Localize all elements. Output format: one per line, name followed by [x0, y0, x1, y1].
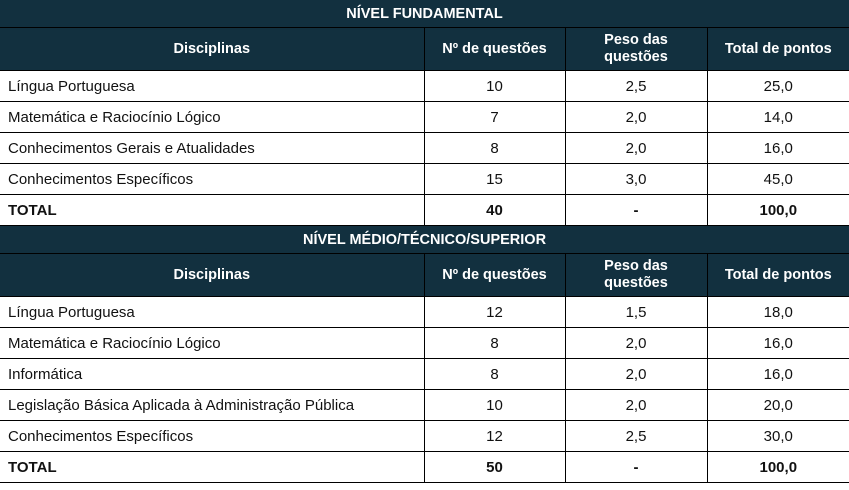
total-label: TOTAL [0, 451, 425, 483]
total-questoes: 40 [423, 194, 566, 226]
cell-pontos: 14,0 [706, 101, 849, 133]
cell-peso: 3,0 [564, 163, 708, 195]
total-peso: - [564, 194, 708, 226]
total-peso: - [564, 451, 708, 483]
column-header-pontos: Total de pontos [706, 27, 849, 71]
column-header-peso: Peso das questões [564, 253, 708, 297]
cell-peso: 2,0 [564, 132, 708, 164]
total-pontos: 100,0 [706, 194, 849, 226]
column-header-disciplinas: Disciplinas [0, 27, 425, 71]
table-row: Legislação Básica Aplicada à Administraç… [0, 389, 849, 421]
cell-peso: 2,0 [564, 101, 708, 133]
cell-peso: 2,0 [564, 389, 708, 421]
section-title: NÍVEL MÉDIO/TÉCNICO/SUPERIOR [0, 226, 849, 254]
cell-disciplina: Conhecimentos Específicos [0, 420, 425, 452]
total-label: TOTAL [0, 194, 425, 226]
peso-line2: questões [604, 49, 668, 65]
column-header-questoes: Nº de questões [423, 253, 566, 297]
cell-questoes: 7 [423, 101, 566, 133]
cell-questoes: 15 [423, 163, 566, 195]
column-header-peso: Peso das questões [564, 27, 708, 71]
table-row: Conhecimentos Específicos 12 2,5 30,0 [0, 420, 849, 452]
cell-pontos: 18,0 [706, 296, 849, 328]
cell-disciplina: Matemática e Raciocínio Lógico [0, 101, 425, 133]
cell-pontos: 25,0 [706, 70, 849, 102]
cell-questoes: 8 [423, 132, 566, 164]
table-row: Informática 8 2,0 16,0 [0, 358, 849, 390]
table-row: Matemática e Raciocínio Lógico 7 2,0 14,… [0, 101, 849, 133]
cell-peso: 2,5 [564, 420, 708, 452]
column-header-disciplinas: Disciplinas [0, 253, 425, 297]
column-header-questoes: Nº de questões [423, 27, 566, 71]
peso-line1: Peso das [604, 258, 668, 274]
cell-pontos: 30,0 [706, 420, 849, 452]
total-row: TOTAL 40 - 100,0 [0, 194, 849, 226]
total-questoes: 50 [423, 451, 566, 483]
cell-disciplina: Conhecimentos Gerais e Atualidades [0, 132, 425, 164]
cell-peso: 2,0 [564, 358, 708, 390]
cell-questoes: 12 [423, 420, 566, 452]
cell-pontos: 20,0 [706, 389, 849, 421]
table-row: Língua Portuguesa 10 2,5 25,0 [0, 70, 849, 102]
peso-line1: Peso das [604, 32, 668, 48]
cell-pontos: 45,0 [706, 163, 849, 195]
table-row: Conhecimentos Gerais e Atualidades 8 2,0… [0, 132, 849, 164]
cell-questoes: 10 [423, 70, 566, 102]
cell-questoes: 8 [423, 327, 566, 359]
cell-questoes: 12 [423, 296, 566, 328]
cell-peso: 2,0 [564, 327, 708, 359]
table-nivel-medio-tecnico-superior: NÍVEL MÉDIO/TÉCNICO/SUPERIOR Disciplinas… [0, 226, 849, 483]
cell-disciplina: Conhecimentos Específicos [0, 163, 425, 195]
peso-line2: questões [604, 275, 668, 291]
cell-disciplina: Matemática e Raciocínio Lógico [0, 327, 425, 359]
cell-disciplina: Língua Portuguesa [0, 296, 425, 328]
table-row: Língua Portuguesa 12 1,5 18,0 [0, 296, 849, 328]
cell-disciplina: Língua Portuguesa [0, 70, 425, 102]
cell-pontos: 16,0 [706, 327, 849, 359]
column-header-pontos: Total de pontos [706, 253, 849, 297]
cell-peso: 1,5 [564, 296, 708, 328]
total-pontos: 100,0 [706, 451, 849, 483]
table-row: Conhecimentos Específicos 15 3,0 45,0 [0, 163, 849, 195]
cell-questoes: 10 [423, 389, 566, 421]
table-row: Matemática e Raciocínio Lógico 8 2,0 16,… [0, 327, 849, 359]
cell-disciplina: Informática [0, 358, 425, 390]
cell-questoes: 8 [423, 358, 566, 390]
section-title: NÍVEL FUNDAMENTAL [0, 0, 849, 28]
cell-pontos: 16,0 [706, 358, 849, 390]
cell-peso: 2,5 [564, 70, 708, 102]
table-nivel-fundamental: NÍVEL FUNDAMENTAL Disciplinas Nº de ques… [0, 0, 849, 226]
total-row: TOTAL 50 - 100,0 [0, 451, 849, 483]
cell-disciplina: Legislação Básica Aplicada à Administraç… [0, 389, 425, 421]
cell-pontos: 16,0 [706, 132, 849, 164]
